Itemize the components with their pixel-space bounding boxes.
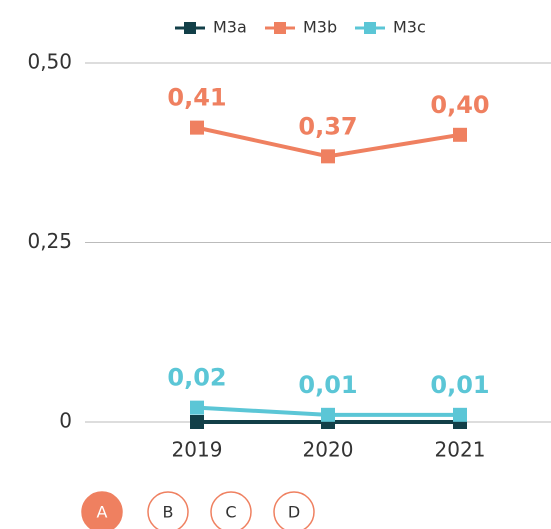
point-marker [321, 407, 335, 422]
tab-button[interactable]: B [147, 491, 189, 529]
y-tick-label: 0,25 [27, 229, 72, 253]
value-label: 0,37 [298, 112, 357, 140]
point-marker [453, 127, 467, 142]
legend-marker [184, 22, 196, 34]
point-marker [190, 120, 204, 135]
legend-item: M3c [355, 18, 426, 37]
tab-button[interactable]: C [210, 491, 252, 529]
button-circle [273, 491, 315, 529]
point-marker [190, 415, 204, 429]
y-tick-label: 0,50 [27, 50, 72, 74]
legend-marker [364, 22, 376, 34]
value-label: 0,40 [430, 91, 489, 119]
button-label: B [163, 503, 174, 522]
button-label: A [97, 503, 108, 522]
button-label: D [288, 503, 300, 522]
legend-label: M3a [213, 18, 247, 37]
legend-item: M3b [265, 18, 337, 37]
tab-button[interactable]: A [81, 491, 123, 529]
button-label: C [225, 503, 236, 522]
x-tick-label: 2021 [435, 438, 486, 462]
button-circle [210, 491, 252, 529]
button-circle [81, 491, 123, 529]
legend-label: M3c [393, 18, 426, 37]
legend-marker [274, 22, 286, 34]
tab-button[interactable]: D [273, 491, 315, 529]
legend-label: M3b [303, 18, 337, 37]
x-tick-label: 2020 [303, 438, 354, 462]
point-marker [321, 149, 335, 164]
value-label: 0,01 [298, 371, 357, 399]
value-label: 0,02 [167, 364, 226, 392]
value-label: 0,01 [430, 371, 489, 399]
y-tick-label: 0 [59, 409, 72, 433]
button-circle [147, 491, 189, 529]
point-marker [453, 407, 467, 422]
point-marker [190, 400, 204, 415]
value-label: 0,41 [167, 84, 226, 112]
x-tick-label: 2019 [172, 438, 223, 462]
legend-item: M3a [175, 18, 247, 37]
